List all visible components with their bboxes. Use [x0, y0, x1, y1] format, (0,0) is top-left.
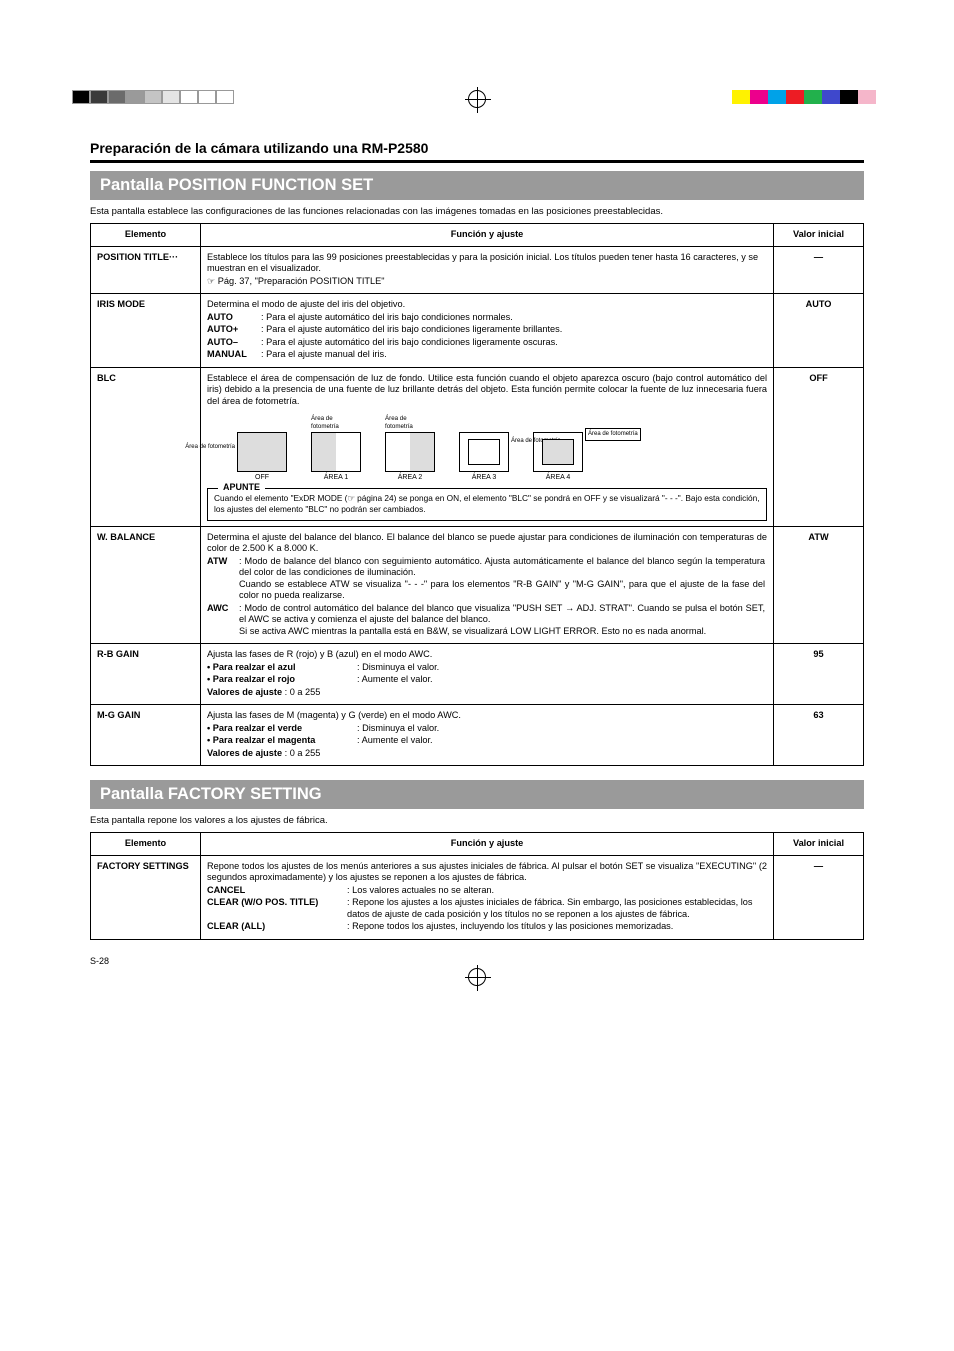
- text-ref: ☞ Pág. 37, "Preparación POSITION TITLE": [207, 276, 767, 288]
- registration-mark-bottom: [468, 968, 486, 986]
- registration-mark-top: [468, 90, 486, 108]
- def-clearall: CLEAR (ALL): Repone todos los ajustes, i…: [207, 921, 767, 933]
- diagram-caption: ÁREA 1: [324, 474, 349, 483]
- cell-fn: Establece el área de compensación de luz…: [201, 367, 774, 526]
- cell-fn: Ajusta las fases de R (rojo) y B (azul) …: [201, 644, 774, 705]
- row-factory: FACTORY SETTINGS Repone todos los ajuste…: [91, 855, 864, 939]
- diagram-label: Área de fotometría: [185, 444, 235, 452]
- cell-el: R-B GAIN: [91, 644, 201, 705]
- th-elemento: Elemento: [91, 224, 201, 247]
- blc-area3: Área de fotometría ÁREA 3: [459, 432, 509, 483]
- diagram-caption: ÁREA 3: [472, 474, 497, 483]
- th-valor: Valor inicial: [774, 833, 864, 856]
- th-elemento: Elemento: [91, 833, 201, 856]
- def-cancel: CANCEL: Los valores actuales no se alter…: [207, 885, 767, 897]
- cell-el: M-G GAIN: [91, 705, 201, 766]
- table-position-function: Elemento Función y ajuste Valor inicial …: [90, 223, 864, 766]
- colorbar-left: [72, 90, 234, 104]
- apunte-title: APUNTE: [218, 482, 265, 493]
- def: • Para realzar el azul: Disminuya el val…: [207, 662, 767, 674]
- cell-fn: Determina el modo de ajuste del iris del…: [201, 294, 774, 368]
- text: Ajusta las fases de M (magenta) y G (ver…: [207, 710, 767, 722]
- text: Repone todos los ajustes de los menús an…: [207, 861, 767, 884]
- cell-el: BLC: [91, 367, 201, 526]
- def: • Para realzar el verde: Disminuya el va…: [207, 723, 767, 735]
- text: Ajusta las fases de R (rojo) y B (azul) …: [207, 649, 767, 661]
- def: MANUAL: Para el ajuste manual del iris.: [207, 349, 767, 361]
- def: AUTO–: Para el ajuste automático del iri…: [207, 337, 767, 349]
- blc-area2: Área de fotometría ÁREA 2: [385, 415, 435, 482]
- def: Valores de ajuste : 0 a 255: [207, 748, 767, 760]
- table-factory: Elemento Función y ajuste Valor inicial …: [90, 832, 864, 940]
- diagram-caption: ÁREA 2: [398, 474, 423, 483]
- cell-val: —: [774, 246, 864, 294]
- cell-val: OFF: [774, 367, 864, 526]
- blc-diagram: Área de fotometría OFF Área de fotometrí…: [237, 415, 767, 482]
- diagram-label: Área de fotometría: [385, 415, 435, 431]
- cell-val: 63: [774, 705, 864, 766]
- diagram-label: Área de fotometría: [311, 415, 361, 431]
- section-bar-1: Pantalla POSITION FUNCTION SET: [90, 171, 864, 200]
- section1-intro: Esta pantalla establece las configuracio…: [90, 206, 864, 217]
- text: Establece el área de compensación de luz…: [207, 373, 767, 408]
- row-mg-gain: M-G GAIN Ajusta las fases de M (magenta)…: [91, 705, 864, 766]
- row-iris-mode: IRIS MODE Determina el modo de ajuste de…: [91, 294, 864, 368]
- page-content: Preparación de la cámara utilizando una …: [90, 140, 864, 966]
- th-funcion: Función y ajuste: [201, 224, 774, 247]
- blc-area1: Área de fotometría ÁREA 1: [311, 415, 361, 482]
- cell-el: POSITION TITLE···: [91, 246, 201, 294]
- section-bar-2: Pantalla FACTORY SETTING: [90, 780, 864, 809]
- cell-el: IRIS MODE: [91, 294, 201, 368]
- text: Determina el modo de ajuste del iris del…: [207, 299, 767, 311]
- cell-fn: Determina el ajuste del balance del blan…: [201, 526, 774, 644]
- def-clearwo: CLEAR (W/O POS. TITLE): Repone los ajust…: [207, 897, 767, 920]
- cell-fn: Ajusta las fases de M (magenta) y G (ver…: [201, 705, 774, 766]
- cell-val: —: [774, 855, 864, 939]
- def: • Para realzar el rojo: Aumente el valor…: [207, 674, 767, 686]
- apunte-box: APUNTE Cuando el elemento "ExDR MODE (☞ …: [207, 488, 767, 521]
- cell-val: AUTO: [774, 294, 864, 368]
- text: Establece los títulos para las 99 posici…: [207, 252, 767, 275]
- row-blc: BLC Establece el área de compensación de…: [91, 367, 864, 526]
- def: AUTO+: Para el ajuste automático del iri…: [207, 324, 767, 336]
- colorbar-right: [732, 90, 894, 104]
- blc-off: Área de fotometría OFF: [237, 432, 287, 483]
- th-valor: Valor inicial: [774, 224, 864, 247]
- cell-fn: Establece los títulos para las 99 posici…: [201, 246, 774, 294]
- cell-el: FACTORY SETTINGS: [91, 855, 201, 939]
- blc-area4: Área de fotometría ÁREA 4: [533, 432, 583, 483]
- row-position-title: POSITION TITLE··· Establece los títulos …: [91, 246, 864, 294]
- def: Valores de ajuste : 0 a 255: [207, 687, 767, 699]
- def-awc: AWC: Modo de control automático del bala…: [207, 603, 767, 638]
- diagram-caption: OFF: [255, 474, 269, 483]
- th-funcion: Función y ajuste: [201, 833, 774, 856]
- cell-el: W. BALANCE: [91, 526, 201, 644]
- row-rb-gain: R-B GAIN Ajusta las fases de R (rojo) y …: [91, 644, 864, 705]
- row-wbalance: W. BALANCE Determina el ajuste del balan…: [91, 526, 864, 644]
- text: Determina el ajuste del balance del blan…: [207, 532, 767, 555]
- cell-val: ATW: [774, 526, 864, 644]
- section2-intro: Esta pantalla repone los valores a los a…: [90, 815, 864, 826]
- cell-fn: Repone todos los ajustes de los menús an…: [201, 855, 774, 939]
- diagram-label: Área de fotometría: [585, 428, 641, 442]
- cell-val: 95: [774, 644, 864, 705]
- page-title: Preparación de la cámara utilizando una …: [90, 140, 864, 163]
- def: • Para realzar el magenta: Aumente el va…: [207, 735, 767, 747]
- diagram-caption: ÁREA 4: [546, 474, 571, 483]
- apunte-text: Cuando el elemento "ExDR MODE (☞ página …: [214, 493, 760, 514]
- def-atw: ATW: Modo de balance del blanco con segu…: [207, 556, 767, 602]
- def: AUTO: Para el ajuste automático del iris…: [207, 312, 767, 324]
